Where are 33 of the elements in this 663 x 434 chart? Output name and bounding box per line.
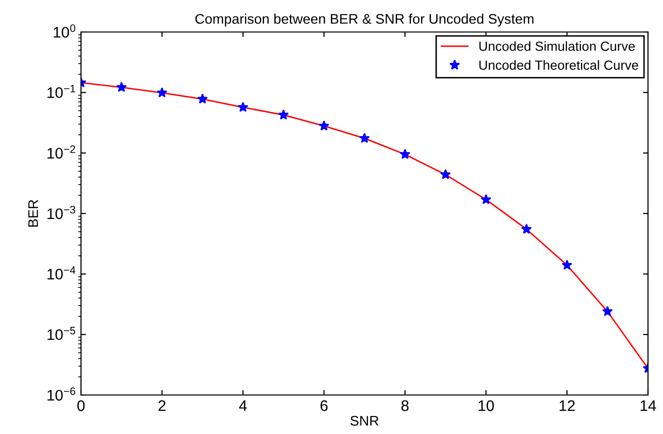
y-axis-title: BER xyxy=(28,200,38,227)
point xyxy=(602,306,613,316)
point xyxy=(238,102,248,112)
point xyxy=(480,194,492,204)
point xyxy=(440,169,451,180)
point xyxy=(521,224,532,234)
y-tick-label: 10$^{−3}$ xyxy=(48,206,76,220)
point xyxy=(197,93,208,104)
y-tick-label: 10$^{−6}$ xyxy=(48,387,76,401)
legend-label: Uncoded Theoretical Curve xyxy=(479,60,638,70)
x-tick-label: 8 xyxy=(401,400,409,412)
x-tick-label: 4 xyxy=(239,400,247,411)
point xyxy=(116,82,127,92)
x-axis-title: SNR xyxy=(350,416,379,426)
point xyxy=(278,109,289,120)
x-tick-label: 6 xyxy=(320,400,328,412)
point xyxy=(359,132,370,143)
y-tick-label: 10$^{0}$ xyxy=(54,24,76,38)
y-tick-label: 10$^{−1}$ xyxy=(48,84,76,98)
x-tick-label: 0 xyxy=(77,400,85,412)
x-tick-label: 10 xyxy=(478,400,494,412)
y-tick-label: 10$^{−5}$ xyxy=(48,326,76,340)
y-tick-label: 10$^{−4}$ xyxy=(48,266,76,280)
point xyxy=(562,260,572,270)
point xyxy=(318,120,330,131)
x-tick-label: 14 xyxy=(640,400,656,411)
x-tick-label: 2 xyxy=(158,400,166,411)
point xyxy=(400,148,410,159)
chart-title: Comparison between BER & SNR for Uncoded System xyxy=(195,14,534,27)
point xyxy=(156,87,168,98)
x-tick-label: 12 xyxy=(560,400,575,411)
legend-label: Uncoded Simulation Curve xyxy=(479,41,635,51)
y-tick-label: 10$^{−2}$ xyxy=(48,145,76,159)
